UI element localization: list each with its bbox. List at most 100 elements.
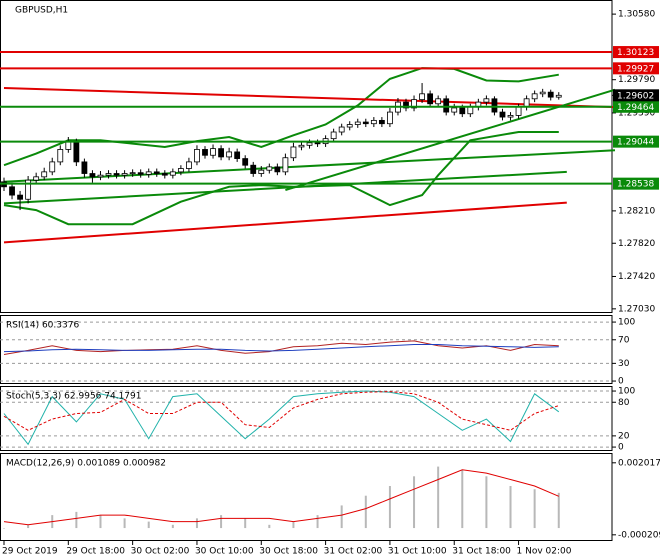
candle-body — [218, 148, 224, 158]
x-tick-label: 30 Oct 18:00 — [259, 547, 318, 557]
candle-body — [226, 151, 233, 158]
candle-body — [274, 166, 281, 173]
candle-body — [338, 126, 345, 133]
candle-body — [169, 171, 176, 176]
panel-title: RSI(14) 60.3376 — [6, 321, 79, 331]
candle-body — [186, 161, 192, 169]
candle-body — [370, 119, 377, 125]
candle-body — [266, 166, 273, 171]
y-tick-label: 0 — [618, 443, 624, 453]
histogram-bar — [461, 469, 464, 529]
candle-body — [41, 171, 48, 178]
candle-body — [73, 140, 80, 163]
y-tick-label: 0.002017 — [618, 458, 660, 468]
candle-body — [555, 94, 562, 98]
candle-body — [81, 161, 88, 174]
candle-body — [387, 111, 393, 125]
histogram-bar — [437, 466, 440, 529]
y-tick-label: 1.27030 — [618, 304, 655, 314]
level-label: 1.29044 — [617, 138, 654, 148]
x-tick-label: 29 Oct 2019 — [2, 547, 58, 557]
level-label-box — [613, 46, 659, 59]
candle-body — [145, 171, 152, 175]
panel-frame — [0, 386, 613, 451]
candle-body — [161, 173, 168, 176]
x-tick-label: 30 Oct 02:00 — [131, 547, 190, 557]
histogram-bar — [268, 524, 271, 529]
x-tick-label: 31 Oct 18:00 — [452, 547, 511, 557]
y-tick-label: 1.27820 — [618, 239, 655, 249]
indicator-line — [3, 391, 559, 431]
histogram-bar — [485, 476, 488, 529]
histogram-bar — [220, 515, 223, 529]
level-label: 1.30123 — [617, 48, 654, 58]
y-tick-label: 1.29790 — [618, 75, 655, 85]
histogram-bar — [292, 521, 295, 529]
level-label: 1.28538 — [617, 180, 654, 190]
candle-body — [105, 173, 112, 176]
y-tick-label: 1.29390 — [618, 108, 655, 118]
candle-body — [250, 164, 257, 174]
panel-title: Stoch(5,3,3) 62.9956 74.1791 — [6, 392, 141, 402]
candle-body — [411, 99, 417, 109]
trend-line — [3, 201, 567, 244]
candle-body — [346, 124, 353, 128]
candle-body — [427, 93, 434, 105]
histogram-bar — [316, 515, 319, 529]
histogram-bar — [75, 511, 78, 529]
y-tick-label: -0.000209 — [618, 530, 660, 540]
candle-body — [153, 171, 160, 174]
histogram-bar — [533, 489, 536, 529]
candle-body — [33, 176, 40, 181]
level-label: 1.29464 — [617, 103, 654, 113]
histogram-bar — [171, 524, 174, 529]
candle-body — [362, 121, 369, 125]
panel-title: GBPUSD,H1 — [15, 6, 68, 16]
y-tick-label: 80 — [618, 398, 630, 408]
candle-body — [483, 98, 490, 103]
level-label: 1.29602 — [617, 91, 654, 101]
candle-body — [25, 179, 32, 200]
indicator-line — [3, 344, 559, 353]
candle-body — [282, 157, 289, 173]
x-tick-label: 30 Oct 10:00 — [195, 547, 254, 557]
y-tick-label: 1.27420 — [618, 272, 655, 282]
level-label: 1.29927 — [617, 64, 654, 74]
candle-body — [177, 168, 184, 173]
candle-body — [435, 98, 442, 105]
candle-body — [378, 119, 385, 125]
candle-body — [539, 91, 546, 95]
x-tick-label: 31 Oct 02:00 — [324, 547, 383, 557]
trend-line — [3, 87, 616, 109]
histogram-bar — [3, 528, 5, 529]
candle-body — [290, 146, 297, 159]
trend-line — [3, 170, 567, 205]
histogram-bar — [195, 518, 198, 529]
x-tick-label: 31 Oct 10:00 — [388, 547, 447, 557]
candle-body — [210, 148, 216, 156]
y-tick-label: 100 — [618, 318, 635, 328]
candle-body — [547, 91, 554, 98]
indicator-line — [3, 390, 560, 446]
histogram-bar — [99, 515, 102, 529]
candle-body — [121, 173, 128, 176]
candle-body — [467, 106, 474, 115]
histogram-bar — [364, 495, 367, 529]
candle-body — [202, 149, 208, 156]
panel-frame — [0, 0, 613, 313]
y-tick-label: 30 — [618, 359, 630, 369]
candle-body — [258, 169, 265, 174]
indicator-line — [3, 340, 559, 355]
candle-body — [515, 106, 522, 116]
y-tick-label: 70 — [618, 335, 630, 345]
y-tick-label: 20 — [618, 431, 630, 441]
candle-body — [306, 142, 313, 146]
histogram-bar — [413, 476, 416, 529]
level-label-box — [613, 100, 659, 113]
candle-body — [9, 186, 15, 196]
candle-body — [499, 111, 506, 118]
y-tick-label: 100 — [618, 387, 635, 397]
candle-body — [443, 98, 450, 113]
candle-body — [17, 194, 23, 200]
